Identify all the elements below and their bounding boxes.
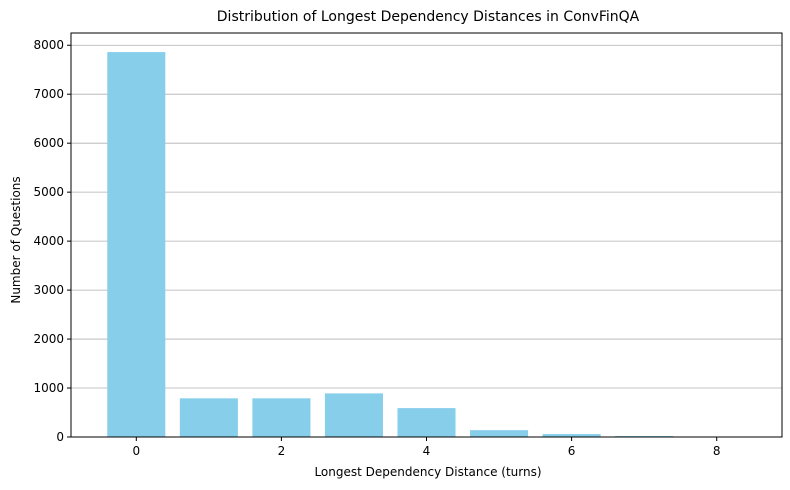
bar-4 (397, 408, 456, 437)
y-tick-label-5000: 5000 (33, 185, 64, 199)
y-tick-label-3000: 3000 (33, 283, 64, 297)
x-tick-label-0: 0 (132, 444, 140, 458)
x-tick-label-2: 2 (278, 444, 286, 458)
ticks-layer: 0 1000 2000 3000 4000 5000 6000 7000 8000 0 2 4 6 8 (33, 38, 720, 458)
y-tick-label-1000: 1000 (33, 381, 64, 395)
bar-5 (470, 430, 529, 437)
grid-layer (71, 44, 782, 438)
y-tick-label-0: 0 (56, 430, 64, 444)
bar-6 (542, 434, 601, 437)
bar-0 (107, 52, 166, 438)
y-axis-label: Number of Questions (9, 176, 23, 303)
plot-frame (70, 32, 783, 438)
x-tick-label-6: 6 (568, 444, 576, 458)
x-tick-label-4: 4 (423, 444, 431, 458)
y-tick-label-2000: 2000 (33, 332, 64, 346)
x-axis-label: Longest Dependency Distance (turns) (314, 465, 541, 479)
axes-layer (70, 32, 783, 438)
y-tick-label-7000: 7000 (33, 87, 64, 101)
chart-title: Distribution of Longest Dependency Dista… (217, 9, 640, 25)
bar-3 (324, 393, 383, 437)
y-tick-label-6000: 6000 (33, 136, 64, 150)
bar-2 (252, 398, 311, 437)
bars-layer (107, 52, 746, 438)
y-tick-label-4000: 4000 (33, 234, 64, 248)
y-tick-label-8000: 8000 (33, 38, 64, 52)
bar-1 (179, 398, 238, 437)
x-tick-label-8: 8 (713, 444, 721, 458)
